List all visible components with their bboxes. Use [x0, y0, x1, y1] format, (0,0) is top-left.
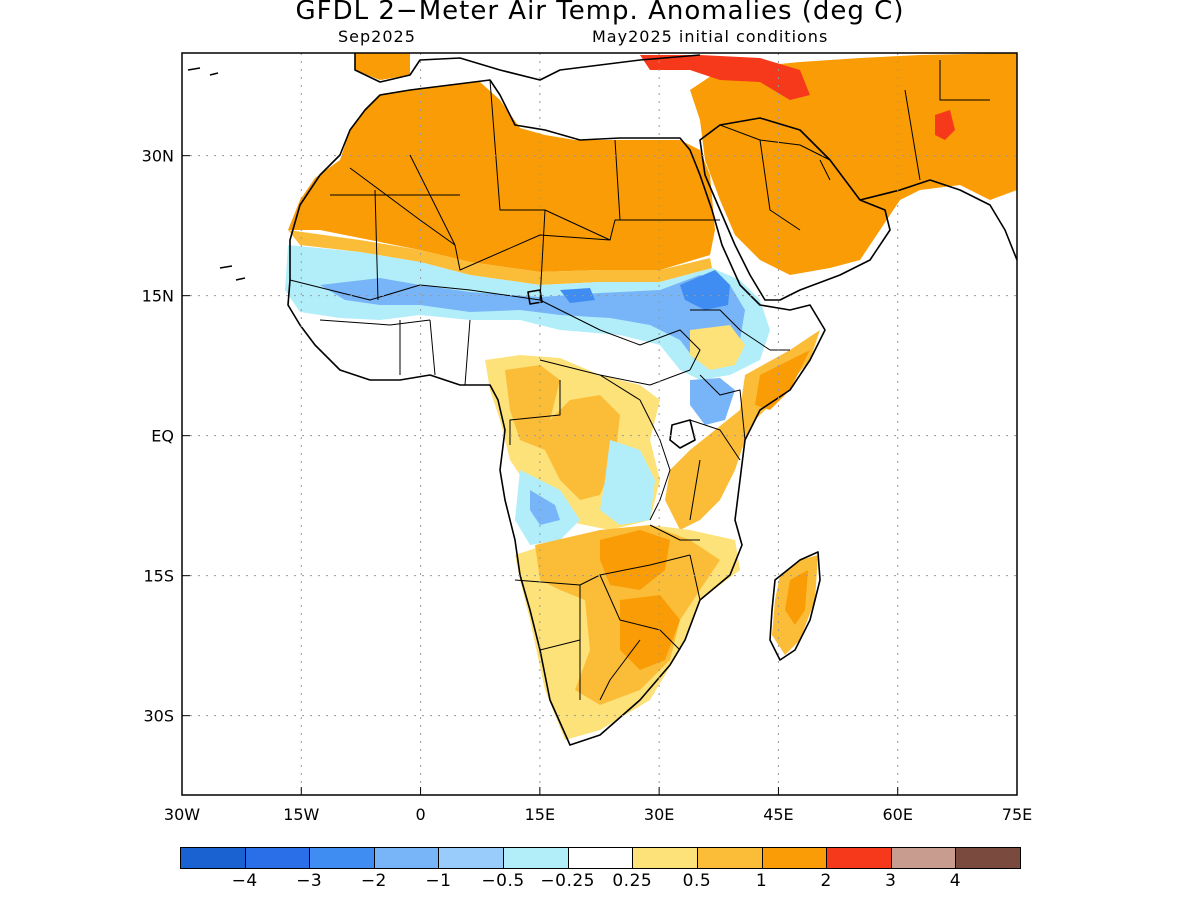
lon-tick-label: 75E	[1002, 805, 1032, 824]
border-southern-africa	[514, 524, 701, 701]
lon-tick-label: 60E	[882, 805, 912, 824]
lat-tick-label: 15S	[143, 567, 174, 586]
axis-ticks: 30W 15W 0 15E 30E 45E 60E 75E 30N 15N EQ 15S 30S	[142, 147, 1033, 824]
lat-lon-grid	[182, 53, 1017, 795]
legend-color-box	[503, 847, 569, 869]
anomaly-region-botswana-warm-strong	[620, 595, 680, 670]
initial-conditions-label: May2025 initial conditions	[592, 27, 829, 46]
lake-chad-outline	[527, 289, 543, 305]
legend-value-label: 1	[755, 871, 768, 891]
legend-color-box	[180, 847, 246, 869]
lon-tick-label: 15W	[283, 805, 319, 824]
anomaly-region-congo-cool	[600, 440, 655, 525]
border-west-africa	[289, 279, 541, 386]
asia-coastline	[859, 179, 1017, 261]
anomaly-region-chad-cool-strong	[560, 288, 595, 303]
anomaly-region-sahel-cool-weak	[285, 245, 770, 380]
legend-color-box	[890, 847, 957, 869]
madagascar-coastline	[769, 551, 821, 661]
valid-month-label: Sep2025	[338, 27, 416, 46]
anomaly-region-iran-hot	[935, 110, 955, 140]
lat-tick-label: 30N	[142, 147, 174, 166]
cape-verde	[187, 67, 219, 76]
legend-value-label: 3	[885, 871, 897, 891]
border-east-africa	[689, 309, 790, 521]
legend-color-box	[567, 847, 634, 869]
legend-value-label: −2	[360, 871, 387, 891]
anomaly-region-sahel-weak	[288, 230, 712, 285]
legend-value-label: −3	[296, 871, 323, 891]
legend-color-box	[309, 847, 375, 869]
anomaly-region-zambia-warm-strong	[600, 530, 670, 590]
plot-border	[181, 52, 1018, 796]
country-border-layer	[289, 60, 990, 701]
legend-color-box	[373, 847, 440, 869]
legend-value-label: −0.25	[540, 871, 595, 891]
legend-color-box	[955, 847, 1021, 869]
anomaly-region-madagascar-warm-strong	[785, 570, 808, 625]
legend-color-box	[826, 847, 892, 869]
arabia-coastline	[699, 117, 891, 301]
border-middle-east	[719, 60, 990, 231]
map-title: GFDL 2−Meter Air Temp. Anomalies (deg C)	[295, 0, 905, 26]
anomaly-region-kenya-cool	[690, 378, 735, 425]
legend-value-label: 0.25	[612, 871, 653, 891]
anomaly-fill-layer	[285, 53, 1017, 740]
legend-value-label: 0.5	[682, 871, 712, 891]
canary-islands	[219, 265, 246, 281]
legend-color-box	[761, 847, 828, 869]
anomaly-region-sudan-cool-strong	[680, 270, 730, 310]
lake-victoria-outline	[669, 419, 696, 449]
lon-tick-label: 15E	[525, 805, 555, 824]
lat-tick-label: 30S	[143, 707, 174, 726]
lon-tick-label: 45E	[763, 805, 793, 824]
legend-color-box	[438, 847, 505, 869]
anomaly-region-middleeast-warm	[690, 53, 1017, 275]
lon-tick-label: 30E	[644, 805, 674, 824]
legend-value-label: −0.5	[481, 871, 525, 891]
lon-tick-label: 30W	[164, 805, 200, 824]
legend-value-label: 2	[820, 871, 832, 891]
color-legend	[180, 847, 1021, 869]
anomaly-region-turkey-hot	[640, 55, 810, 100]
legend-value-label: −4	[231, 871, 258, 891]
legend-value-label: −1	[425, 871, 452, 891]
anomaly-region-angola-cool-mid	[530, 490, 560, 525]
anomaly-region-congo-warm	[505, 365, 620, 500]
legend-color-box	[632, 847, 698, 869]
lat-tick-label: 15N	[142, 287, 174, 306]
anomaly-map: 30W 15W 0 15E 30E 45E 60E 75E 30N 15N EQ 15S 30S	[142, 52, 1033, 824]
border-north-africa	[330, 79, 720, 301]
border-central-africa	[509, 299, 701, 521]
legend-value-label: 4	[949, 871, 962, 891]
lon-tick-label: 0	[415, 805, 425, 824]
europe-coastline	[354, 53, 701, 83]
anomaly-region-somalia-warm	[755, 350, 810, 410]
anomaly-region-horn-warm-weak	[690, 325, 745, 370]
lat-tick-label: EQ	[151, 427, 174, 446]
anomaly-region-europe-warm	[355, 53, 410, 80]
anomaly-region-sahara-warm	[288, 82, 715, 272]
anomaly-region-sahel-cool-mid	[320, 275, 745, 360]
legend-color-box	[696, 847, 763, 869]
legend-color-box	[244, 847, 311, 869]
